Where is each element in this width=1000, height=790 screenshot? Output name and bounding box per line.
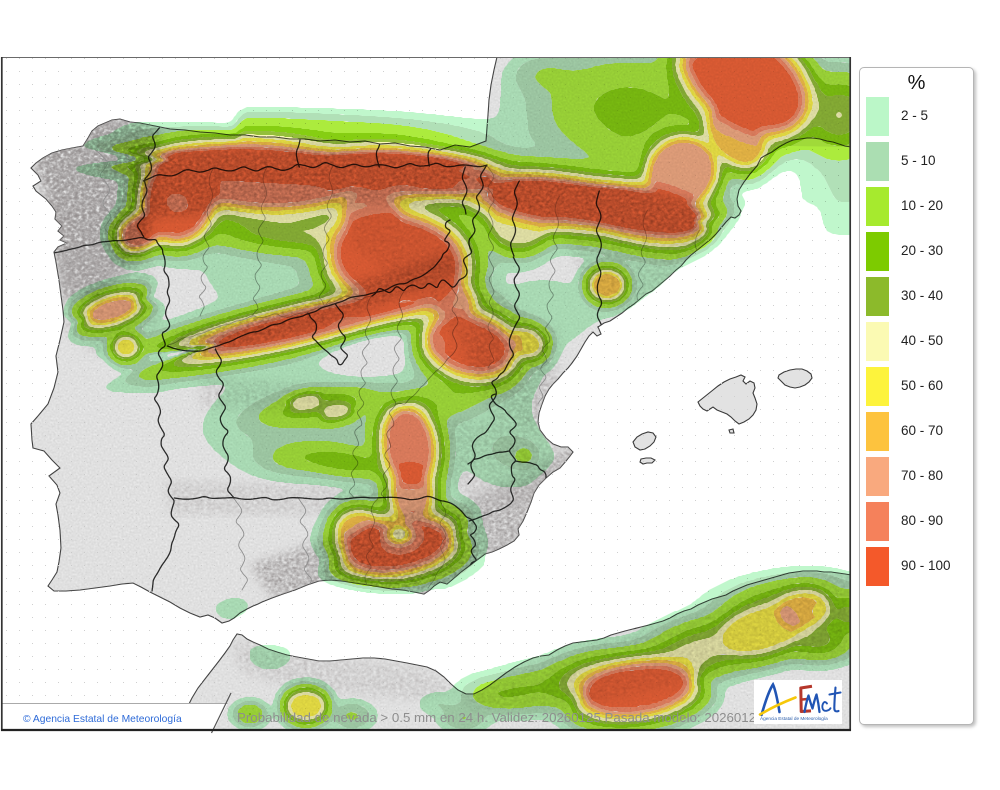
svg-text:Probabilidad de nevada > 0.5 m: Probabilidad de nevada > 0.5 mm en 24 h.… xyxy=(237,710,778,725)
svg-text:Agencia Estatal de Meteorologí: Agencia Estatal de Meteorología xyxy=(760,716,828,721)
svg-text:© Agencia Estatal de Meteorolo: © Agencia Estatal de Meteorología xyxy=(23,714,182,725)
